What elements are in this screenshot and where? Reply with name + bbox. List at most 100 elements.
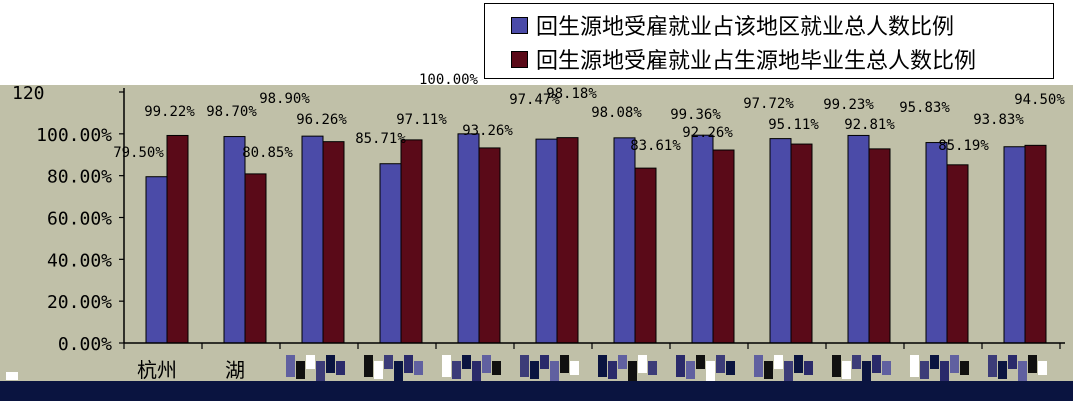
garbled-block-10-3: [852, 355, 861, 369]
data-label-s2-2: 80.85%: [242, 145, 293, 161]
data-label-s1-9: 97.72%: [743, 96, 794, 112]
garbled-block-12-5: [1028, 355, 1037, 373]
legend-label-2: 回生源地受雇就业占生源地毕业生总人数比例: [536, 49, 977, 74]
garbled-block-4-2: [374, 361, 383, 379]
legend-item-2: 回生源地受雇就业占生源地毕业生总人数比例: [511, 42, 976, 76]
data-label-s1-8: 99.36%: [670, 107, 721, 123]
bar-s1-12: [1003, 146, 1026, 344]
data-label-s2-11: 85.19%: [938, 138, 989, 154]
garbled-block-7-6: [648, 361, 657, 375]
bars-group: [145, 133, 1047, 344]
x-tick-labels: 杭州 湖: [137, 358, 245, 382]
data-label-s1-5: 100.00%: [419, 72, 479, 88]
garbled-block-10-6: [882, 361, 891, 375]
data-label-s2-6: 98.18%: [546, 86, 597, 102]
garbled-block-3-2: [296, 361, 305, 379]
bar-s2-10: [868, 148, 891, 344]
garbled-block-5-4: [472, 361, 481, 383]
garbled-block-11-1: [910, 355, 919, 377]
garbled-block-9-3: [774, 355, 783, 369]
legend-swatch-1: [511, 16, 528, 34]
garbled-block-11-4: [940, 361, 949, 383]
garbled-block-8-1: [676, 355, 685, 377]
garbled-block-7-5: [638, 355, 647, 373]
garbled-block-6-5: [560, 355, 569, 373]
data-label-s1-12: 93.83%: [973, 112, 1024, 128]
garbled-block-3-1: [286, 355, 295, 377]
bar-s2-4: [400, 139, 423, 344]
garbled-block-5-2: [452, 361, 461, 379]
garbled-block-4-4: [394, 361, 403, 383]
bar-s1-4: [379, 163, 402, 344]
garbled-block-11-3: [930, 355, 939, 369]
bar-s2-1: [166, 134, 189, 344]
bar-s2-5: [478, 147, 501, 344]
data-label-s2-4: 97.11%: [396, 112, 447, 128]
garbled-block-3-3: [306, 355, 315, 369]
legend-swatch-2: [511, 50, 528, 68]
garbled-block-11-2: [920, 361, 929, 379]
bar-s2-9: [790, 143, 813, 344]
data-label-s1-10: 99.23%: [823, 97, 874, 113]
garbled-block-6-1: [520, 355, 529, 377]
bar-s2-2: [244, 173, 267, 344]
garbled-block-12-6: [1038, 361, 1047, 375]
garbled-block-12-1: [988, 355, 997, 377]
y-tick-label-1: 0.00%: [58, 334, 112, 355]
garbled-block-10-2: [842, 361, 851, 379]
bar-s2-7: [634, 167, 657, 344]
garbled-footer-mark: [6, 372, 18, 380]
garbled-block-9-1: [754, 355, 763, 377]
x-tick-label-2: 湖: [225, 358, 245, 382]
garbled-block-5-1: [442, 355, 451, 377]
bar-s2-8: [712, 149, 735, 344]
garbled-block-8-4: [706, 361, 715, 383]
garbled-block-10-4: [862, 361, 871, 383]
garbled-block-10-1: [832, 355, 841, 377]
data-label-s1-3: 98.90%: [259, 91, 310, 107]
bar-s2-11: [946, 164, 969, 344]
garbled-block-7-4: [628, 361, 637, 383]
bar-s1-10: [847, 134, 870, 344]
bar-s1-2: [223, 136, 246, 344]
garbled-block-5-6: [492, 361, 501, 375]
data-label-s1-2: 98.70%: [206, 104, 257, 120]
bar-s2-12: [1024, 144, 1047, 344]
garbled-block-4-6: [414, 361, 423, 375]
garbled-block-8-6: [726, 361, 735, 375]
garbled-category-labels: [0, 355, 1073, 401]
garbled-block-7-1: [598, 355, 607, 377]
bar-s1-1: [145, 176, 168, 344]
garbled-block-6-4: [550, 361, 559, 383]
data-label-s2-7: 83.61%: [630, 138, 681, 154]
garbled-block-3-6: [336, 361, 345, 375]
garbled-block-9-6: [804, 361, 813, 375]
garbled-block-5-5: [482, 355, 491, 373]
garbled-block-10-5: [872, 355, 881, 373]
garbled-block-12-4: [1018, 361, 1027, 383]
y-tick-labels: 0.00% 20.00% 40.00% 60.00% 80.00% 100.00% 120: [12, 83, 112, 355]
garbled-block-3-4: [316, 361, 325, 383]
data-label-s2-3: 96.26%: [296, 112, 347, 128]
bar-s1-3: [301, 135, 324, 344]
garbled-block-6-2: [530, 361, 539, 379]
y-tick-label-6: 100.00%: [36, 125, 112, 146]
bar-s1-8: [691, 134, 714, 344]
data-label-s1-1: 79.50%: [113, 145, 164, 161]
garbled-block-3-5: [326, 355, 335, 373]
legend-label-1: 回生源地受雇就业占该地区就业总人数比例: [536, 15, 955, 40]
garbled-footer-band: [0, 381, 1073, 401]
garbled-block-8-5: [716, 355, 725, 373]
garbled-block-4-1: [364, 355, 373, 377]
y-tick-label-3: 40.00%: [47, 250, 112, 271]
data-label-s1-7: 98.08%: [591, 105, 642, 121]
legend: 回生源地受雇就业占该地区就业总人数比例 回生源地受雇就业占生源地毕业生总人数比例: [484, 3, 1054, 79]
y-tick-label-5: 80.00%: [47, 167, 112, 188]
data-label-s1-6: 97.47%: [509, 92, 560, 108]
axes-group: [119, 88, 1065, 349]
data-label-s2-10: 92.81%: [844, 117, 895, 133]
legend-item-1: 回生源地受雇就业占该地区就业总人数比例: [511, 8, 954, 42]
garbled-block-11-6: [960, 361, 969, 375]
bar-s1-6: [535, 138, 558, 344]
garbled-block-6-3: [540, 355, 549, 369]
